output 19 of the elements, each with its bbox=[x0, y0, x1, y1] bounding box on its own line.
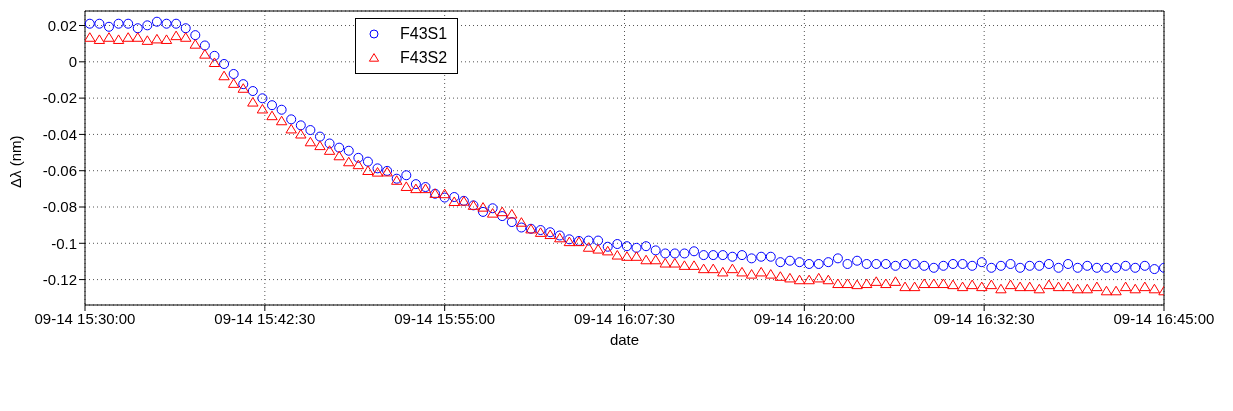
x-tick-label: 09-14 16:32:30 bbox=[933, 309, 1035, 327]
y-tick-label: -0.02 bbox=[42, 89, 77, 107]
x-tick-label: 09-14 16:20:00 bbox=[753, 309, 855, 327]
y-tick-label: 0 bbox=[68, 53, 77, 71]
x-tick-label: 09-14 15:30:00 bbox=[34, 309, 136, 327]
y-tick-label: -0.1 bbox=[51, 234, 77, 252]
y-tick-label: -0.08 bbox=[42, 198, 77, 216]
y-tick-label: 0.02 bbox=[47, 16, 77, 34]
y-axis-title: Δλ (nm) bbox=[7, 135, 25, 188]
x-tick-label: 09-14 16:45:00 bbox=[1113, 309, 1215, 327]
legend-label: F43S2 bbox=[400, 49, 448, 67]
x-tick-label: 09-14 15:55:00 bbox=[394, 309, 496, 327]
x-axis-title: date bbox=[609, 331, 640, 348]
legend-label: F43S1 bbox=[400, 25, 448, 43]
y-tick-label: -0.06 bbox=[42, 162, 77, 180]
y-tick-label: -0.04 bbox=[42, 125, 77, 143]
y-tick-label: -0.12 bbox=[42, 270, 77, 288]
x-tick-label: 09-14 15:42:30 bbox=[214, 309, 316, 327]
x-tick-label: 09-14 16:07:30 bbox=[574, 309, 675, 327]
